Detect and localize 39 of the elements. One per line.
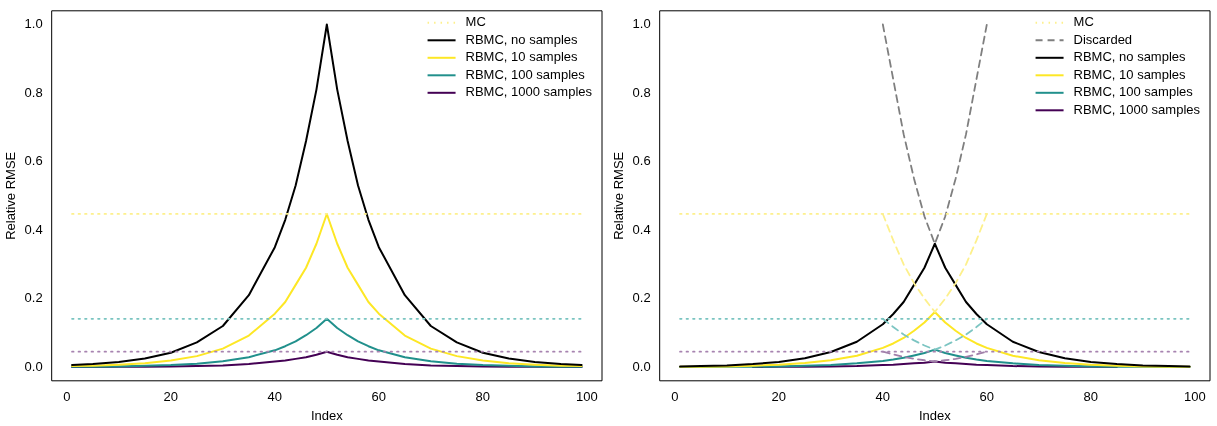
x-tick-label: 20 bbox=[771, 389, 787, 405]
x-tick-label: 0 bbox=[63, 389, 71, 405]
legend-label: MC bbox=[465, 14, 486, 30]
x-axis-title: Index bbox=[918, 407, 952, 423]
x-tick-label: 60 bbox=[979, 389, 995, 405]
y-tick-label: 0.6 bbox=[632, 153, 651, 169]
x-tick-label: 40 bbox=[875, 389, 891, 405]
legend-label: RBMC, no samples bbox=[465, 31, 579, 47]
legend-label: RBMC, 100 samples bbox=[465, 66, 586, 82]
y-tick-label: 0.4 bbox=[24, 221, 43, 237]
y-axis-title: Relative RMSE bbox=[3, 151, 19, 240]
legend-label: RBMC, no samples bbox=[1073, 49, 1187, 65]
x-tick-label: 100 bbox=[575, 389, 598, 405]
y-axis-title: Relative RMSE bbox=[611, 151, 627, 240]
y-tick-label: 1.0 bbox=[24, 16, 43, 32]
y-tick-label: 0.0 bbox=[632, 358, 651, 374]
x-tick-label: 80 bbox=[475, 389, 491, 405]
x-tick-label: 0 bbox=[671, 389, 679, 405]
x-tick-label: 100 bbox=[1183, 389, 1206, 405]
x-tick-label: 80 bbox=[1083, 389, 1099, 405]
legend-label: RBMC, 1000 samples bbox=[1073, 101, 1201, 117]
y-tick-label: 1.0 bbox=[632, 16, 651, 32]
legend-label: Discarded bbox=[1073, 31, 1133, 47]
x-tick-label: 40 bbox=[267, 389, 283, 405]
x-axis-title: Index bbox=[310, 407, 344, 423]
x-tick-label: 60 bbox=[371, 389, 387, 405]
legend-label: RBMC, 100 samples bbox=[1073, 84, 1194, 100]
legend-label: RBMC, 1000 samples bbox=[465, 84, 593, 100]
y-tick-label: 0.4 bbox=[632, 221, 651, 237]
y-tick-label: 0.2 bbox=[632, 290, 651, 306]
legend-label: RBMC, 10 samples bbox=[1073, 66, 1187, 82]
y-tick-label: 0.8 bbox=[632, 84, 651, 100]
legend-label: RBMC, 10 samples bbox=[465, 49, 579, 65]
y-tick-label: 0.6 bbox=[24, 153, 43, 169]
y-tick-label: 0.0 bbox=[24, 358, 43, 374]
y-tick-label: 0.2 bbox=[24, 290, 43, 306]
y-tick-label: 0.8 bbox=[24, 84, 43, 100]
x-tick-label: 20 bbox=[163, 389, 179, 405]
legend-label: MC bbox=[1073, 14, 1094, 30]
